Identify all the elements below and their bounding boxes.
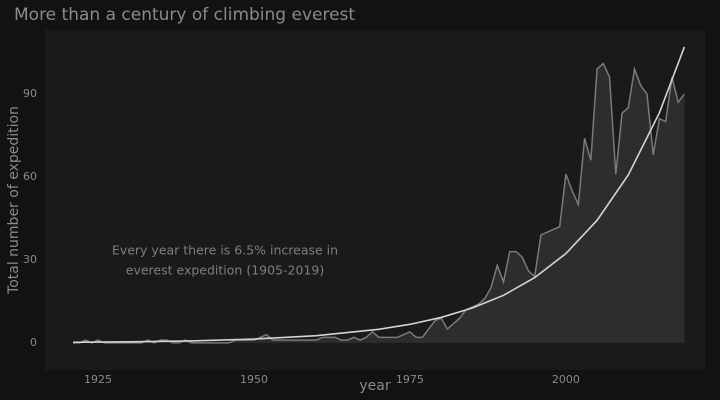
y-tick-label: 90	[23, 87, 37, 100]
annotation: everest expedition (1905-2019)	[126, 263, 324, 278]
fit-line	[73, 46, 686, 344]
y-axis-label: Total number of expedition	[6, 106, 22, 295]
y-tick-label: 0	[30, 336, 37, 349]
y-tick-label: 30	[23, 253, 37, 266]
x-tick-label: 2000	[552, 373, 580, 386]
x-tick-label: 1925	[84, 373, 112, 386]
annotation: Every year there is 6.5% increase in	[112, 243, 338, 258]
x-axis-label: year	[359, 378, 390, 394]
x-tick-label: 1950	[240, 373, 268, 386]
y-tick-label: 60	[23, 170, 37, 183]
chart-title: More than a century of climbing everest	[14, 5, 355, 25]
data-line	[73, 62, 686, 344]
area	[73, 63, 685, 343]
x-tick-label: 1975	[396, 373, 424, 386]
